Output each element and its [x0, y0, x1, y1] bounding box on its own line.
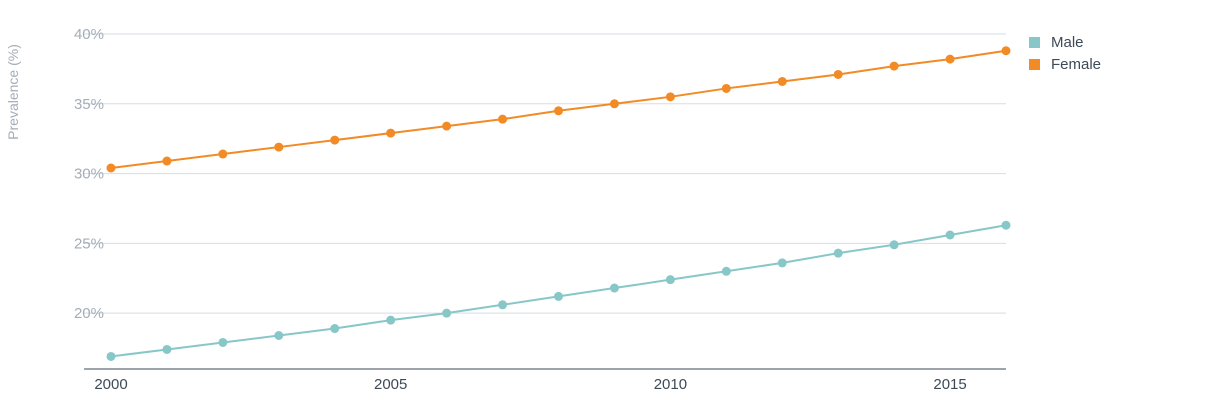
grid-lines: [84, 33, 1006, 314]
series-female: [106, 46, 1011, 173]
data-point-male: [442, 308, 452, 318]
data-point-male: [945, 230, 955, 240]
data-point-male: [609, 283, 619, 293]
data-point-male: [330, 324, 340, 334]
series-line-male: [110, 224, 1007, 358]
legend-swatch-female: [1029, 59, 1040, 70]
x-tick-label: 2005: [374, 376, 407, 393]
y-tick-label: 20%: [74, 305, 104, 322]
y-tick-label: 30%: [74, 166, 104, 183]
legend-label-male: Male: [1051, 34, 1084, 51]
legend-item-male: Male: [1029, 34, 1084, 51]
data-point-male: [162, 344, 172, 354]
legend: Male Female: [1029, 34, 1101, 73]
data-point-female: [833, 69, 843, 79]
data-point-male: [833, 248, 843, 258]
x-tick-label: 2010: [654, 376, 687, 393]
y-tick-label: 40%: [74, 26, 104, 43]
legend-swatch-male: [1029, 37, 1040, 48]
data-point-female: [609, 99, 619, 109]
data-point-female: [1001, 46, 1011, 56]
data-point-male: [1001, 220, 1011, 230]
y-axis-ticks: 20% 25% 30% 35% 40%: [74, 26, 104, 322]
data-point-male: [274, 331, 284, 340]
data-point-female: [889, 61, 899, 71]
data-point-female: [665, 92, 675, 102]
y-tick-label: 35%: [74, 96, 104, 113]
data-point-male: [554, 291, 563, 301]
x-axis-ticks: 2000 2005 2010 2015: [94, 376, 966, 393]
x-tick-label: 2000: [94, 376, 127, 393]
data-point-male: [218, 337, 228, 347]
data-point-female: [162, 156, 172, 166]
data-point-male: [665, 275, 675, 285]
data-point-female: [498, 114, 508, 124]
y-tick-label: 25%: [74, 235, 104, 252]
data-point-female: [386, 128, 396, 138]
data-point-male: [498, 300, 508, 310]
series-layer: [106, 46, 1011, 361]
data-point-male: [889, 240, 899, 250]
series-male: [106, 220, 1011, 361]
data-point-female: [106, 163, 116, 173]
data-point-female: [777, 76, 787, 86]
y-axis-label: Prevalence (%): [5, 44, 21, 140]
data-point-male: [721, 266, 731, 276]
data-point-female: [721, 83, 731, 93]
data-point-female: [442, 121, 452, 131]
data-point-female: [218, 149, 228, 159]
data-point-female: [554, 106, 563, 116]
data-point-female: [330, 135, 340, 145]
legend-label-female: Female: [1051, 56, 1101, 73]
legend-item-female: Female: [1029, 56, 1101, 73]
x-tick-label: 2015: [933, 376, 966, 393]
data-point-male: [106, 351, 116, 361]
data-point-female: [274, 142, 284, 152]
data-point-female: [945, 54, 955, 64]
data-point-male: [386, 315, 396, 325]
data-point-male: [777, 258, 787, 268]
